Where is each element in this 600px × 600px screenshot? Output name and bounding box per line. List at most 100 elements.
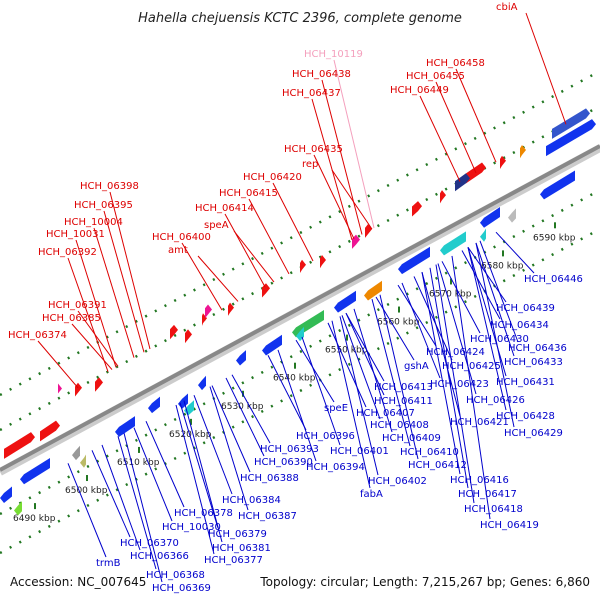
- top-gene-label: amt: [168, 245, 188, 256]
- bottom-label-leader: [371, 298, 411, 447]
- top-gene-label: HCH_06438: [292, 69, 351, 80]
- bottom-gene-label: HCH_06410: [400, 447, 459, 458]
- reverse-gene-feature: [198, 375, 206, 391]
- bottom-label-leader: [101, 444, 141, 551]
- forward-gene-feature: [40, 420, 60, 442]
- reverse-gene-feature: [508, 208, 516, 223]
- bottom-label-leader: [225, 377, 265, 457]
- top-gene-label: rep: [302, 159, 318, 170]
- top-gene-label: HCH_06449: [390, 85, 449, 96]
- top-label-leader: [321, 79, 363, 235]
- scale-tick-label: 6510 kbp: [117, 458, 160, 468]
- bottom-gene-label: HCH_06411: [374, 396, 433, 407]
- forward-gene-feature: [95, 377, 103, 392]
- top-gene-label: HCH_06420: [243, 172, 302, 183]
- bottom-gene-label: HCH_06421: [450, 417, 509, 428]
- bottom-gene-label: HCH_06430: [470, 334, 529, 345]
- bottom-label-leader: [413, 276, 453, 361]
- forward-gene-feature: [4, 432, 35, 459]
- top-gene-label: speA: [204, 220, 229, 231]
- scale-tick-label: 6490 kbp: [13, 514, 56, 524]
- bottom-gene-label: HCH_06370: [120, 538, 179, 549]
- bottom-gene-label: HCH_06439: [496, 303, 555, 314]
- bottom-gene-label: HCH_06416: [450, 475, 509, 486]
- top-label-leader: [272, 182, 314, 262]
- forward-gene-feature: [440, 190, 446, 204]
- reverse-gene-feature: [20, 458, 50, 485]
- top-label-leader: [67, 257, 109, 372]
- bottom-label-leader: [331, 320, 371, 489]
- bottom-label-leader: [379, 294, 419, 460]
- reverse-gene-feature: [262, 334, 282, 356]
- reverse-gene-feature: [480, 228, 486, 242]
- bottom-gene-label: HCH_06413: [374, 382, 433, 393]
- bottom-label-leader: [353, 308, 393, 433]
- top-gene-label: HCH_10004: [64, 217, 123, 228]
- scale-tick-label: 6550 kbp: [325, 346, 368, 356]
- top-gene-label: HCH_06392: [38, 247, 97, 258]
- gene-features: [0, 108, 596, 516]
- bottom-gene-label: fabA: [360, 489, 383, 500]
- bottom-label-leader: [67, 463, 107, 558]
- top-label-leader: [333, 59, 375, 229]
- bottom-label-leader: [401, 282, 441, 379]
- top-label-leader: [419, 95, 461, 182]
- scale-tick-label: 6560 kbp: [377, 318, 420, 328]
- reverse-gene-feature: [364, 280, 382, 301]
- top-label-leader: [224, 213, 266, 288]
- top-gene-label: HCH_06455: [406, 71, 465, 82]
- top-gene-label: HCH_10119: [304, 49, 363, 60]
- top-label-leader: [248, 198, 290, 275]
- genome-info-text: Topology: circular; Length: 7,215,267 bp…: [259, 575, 590, 589]
- top-label-leader: [103, 210, 145, 353]
- forward-gene-feature: [185, 329, 192, 344]
- bottom-gene-labels: HCH_06446HCH_06439HCH_06434HCH_06430HCH_…: [67, 231, 583, 594]
- reverse-gene-feature: [236, 350, 246, 366]
- bottom-label-leader: [475, 242, 515, 357]
- reverse-gene-feature: [440, 231, 466, 256]
- bottom-label-leader: [437, 263, 477, 395]
- forward-gene-feature: [500, 155, 506, 169]
- bottom-gene-label: HCH_06409: [382, 433, 441, 444]
- forward-gene-feature: [58, 383, 62, 396]
- bottom-label-leader: [479, 240, 519, 343]
- bottom-label-leader: [375, 296, 415, 361]
- bottom-label-leader: [295, 339, 335, 403]
- scale-tick-label: 6570 kbp: [429, 289, 472, 299]
- bottom-gene-label: HCH_06388: [240, 473, 299, 484]
- top-label-leader: [71, 323, 113, 370]
- top-label-leader: [197, 255, 239, 302]
- bottom-label-leader: [117, 436, 157, 570]
- bottom-gene-label: HCH_06377: [204, 555, 263, 566]
- top-gene-label: HCH_06391: [48, 300, 107, 311]
- top-gene-label: HCH_06398: [80, 181, 139, 192]
- top-gene-labels: cbiA HCH_10119 HCH_06458 HCH_06438 HCH_06455…: [8, 2, 567, 389]
- top-gene-label: HCH_06435: [284, 144, 343, 155]
- bottom-label-leader: [467, 247, 507, 377]
- bottom-gene-label: HCH_06402: [368, 476, 427, 487]
- scale-tick-label: 6590 kbp: [533, 233, 576, 243]
- reverse-gene-feature: [14, 501, 22, 516]
- bottom-gene-label: HCH_06369: [152, 583, 211, 594]
- top-gene-label: HCH_06414: [195, 203, 254, 214]
- bottom-label-leader: [301, 336, 341, 446]
- bottom-gene-label: HCH_06387: [238, 511, 297, 522]
- top-label-leader: [77, 310, 119, 367]
- accession-text: Accession: NC_007645: [10, 575, 146, 589]
- top-label-leader: [109, 191, 151, 350]
- top-label-leader: [435, 81, 477, 174]
- top-label-leader: [311, 98, 353, 241]
- bottom-label-leader: [211, 385, 251, 473]
- reverse-gene-feature: [178, 393, 188, 409]
- bottom-label-leader: [193, 395, 233, 495]
- bottom-label-leader: [179, 402, 219, 529]
- top-label-leader: [93, 227, 135, 358]
- bottom-gene-label: HCH_06366: [130, 551, 189, 562]
- bottom-gene-label: HCH_06418: [464, 504, 523, 515]
- scale-tick-label: 6540 kbp: [273, 374, 316, 384]
- bottom-gene-label: HCH_06396: [296, 431, 355, 442]
- bottom-gene-label: HCH_06433: [504, 357, 563, 368]
- bottom-gene-label: HCH_06446: [524, 274, 583, 285]
- reverse-gene-feature: [334, 290, 356, 313]
